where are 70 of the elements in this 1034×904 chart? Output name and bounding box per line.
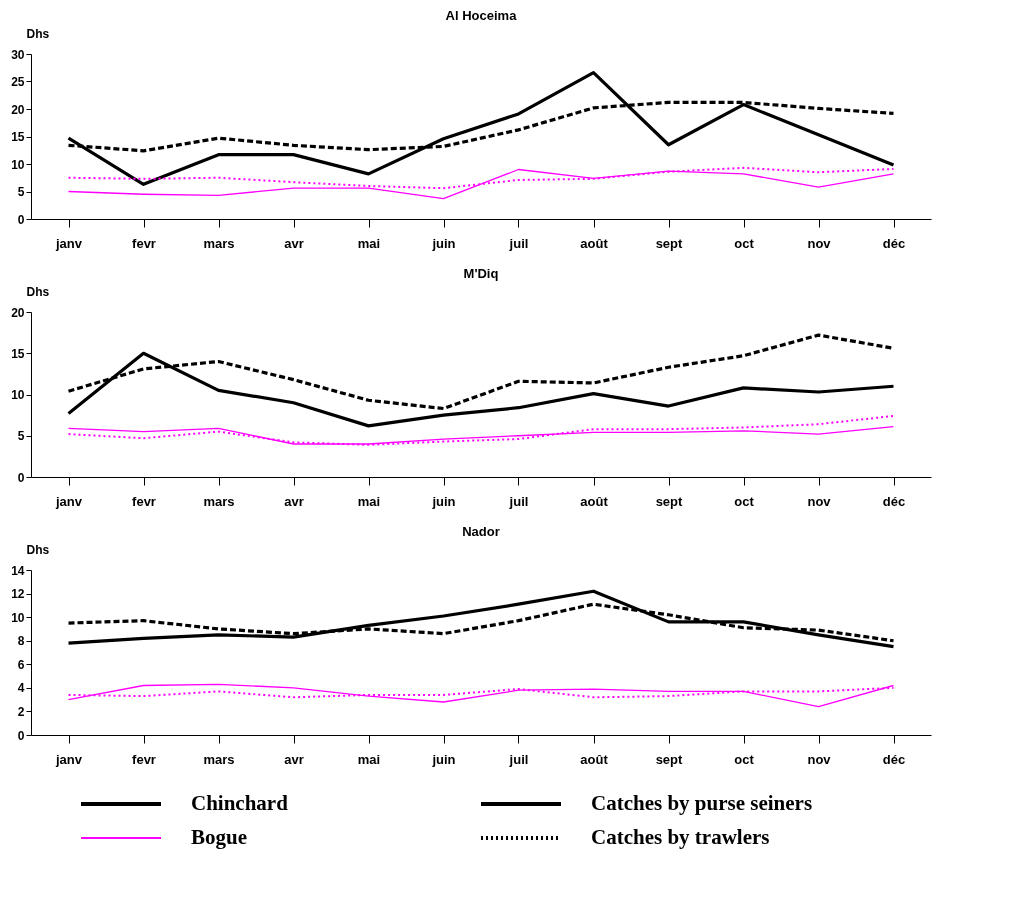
y-axis-title: Dhs (26, 26, 50, 41)
x-tick-label: fevr (132, 235, 156, 251)
x-tick-label: déc (882, 493, 906, 509)
y-tick-label: 8 (17, 634, 25, 649)
x-tick-label: juin (431, 751, 456, 767)
x-tick-label: avr (284, 751, 304, 767)
x-tick-label: juil (508, 751, 529, 767)
x-tick-label: déc (882, 235, 906, 251)
y-axis-title: Dhs (26, 542, 50, 557)
x-tick-label: janv (54, 493, 83, 509)
y-tick-label: 5 (17, 185, 25, 199)
x-tick-label: mai (357, 493, 381, 509)
y-tick-label: 0 (17, 728, 25, 743)
x-tick-label: oct (734, 235, 755, 251)
x-tick-label: oct (734, 493, 755, 509)
x-tick-label: janv (54, 235, 83, 251)
x-tick-label: sept (655, 235, 684, 251)
x-tick-label: oct (734, 751, 755, 767)
y-tick-label: 20 (11, 102, 25, 117)
x-tick-label: août (580, 751, 609, 767)
y-tick-label: 25 (11, 75, 25, 89)
x-tick-label: fevr (132, 751, 156, 767)
y-tick-label: 12 (11, 587, 25, 602)
text: Catches by trawlers (591, 825, 770, 849)
y-tick-label: 30 (11, 47, 25, 62)
chart-title: M'Diq (463, 266, 499, 281)
x-tick-label: fevr (132, 493, 156, 509)
x-tick-label: avr (284, 493, 304, 509)
x-tick-label: janv (54, 751, 83, 767)
y-tick-label: 15 (11, 346, 25, 361)
x-tick-label: nov (807, 751, 832, 767)
y-tick-label: 15 (11, 130, 25, 144)
line-series (66, 71, 896, 186)
y-tick-label: 0 (17, 470, 25, 485)
text: Chinchard (191, 791, 289, 815)
x-tick-label: sept (655, 751, 684, 767)
x-tick-label: mars (203, 493, 235, 509)
text: Catches by purse seiners (591, 791, 813, 815)
y-tick-label: 5 (17, 429, 25, 444)
line-series (67, 414, 895, 446)
x-tick-label: juin (431, 493, 456, 509)
x-tick-label: août (580, 235, 609, 251)
x-tick-label: juin (431, 235, 456, 251)
line-series (67, 168, 895, 200)
chart-title: Al Hoceima (445, 8, 518, 23)
x-tick-label: mars (203, 751, 235, 767)
text: Bogue (191, 825, 248, 849)
x-tick-label: juil (508, 235, 529, 251)
x-tick-label: nov (807, 235, 832, 251)
x-tick-label: nov (807, 493, 832, 509)
x-tick-label: sept (655, 493, 684, 509)
x-tick-label: mai (357, 235, 381, 251)
y-tick-label: 10 (11, 157, 25, 172)
y-axis-title: Dhs (26, 284, 50, 299)
line-series (66, 589, 896, 649)
x-tick-label: mars (203, 235, 235, 251)
y-tick-label: 6 (17, 657, 25, 672)
x-tick-label: avr (284, 235, 304, 251)
y-tick-label: 14 (11, 563, 25, 578)
y-tick-label: 10 (11, 388, 25, 402)
x-tick-label: déc (882, 751, 906, 767)
y-tick-label: 2 (17, 704, 25, 719)
y-tick-label: 0 (17, 212, 25, 227)
x-tick-label: août (580, 493, 609, 509)
x-tick-label: juil (508, 493, 529, 509)
y-tick-label: 10 (11, 610, 25, 625)
x-tick-label: mai (357, 751, 381, 767)
chart-title: Nador (462, 524, 500, 539)
y-tick-label: 20 (11, 305, 25, 320)
y-tick-label: 4 (17, 681, 25, 696)
